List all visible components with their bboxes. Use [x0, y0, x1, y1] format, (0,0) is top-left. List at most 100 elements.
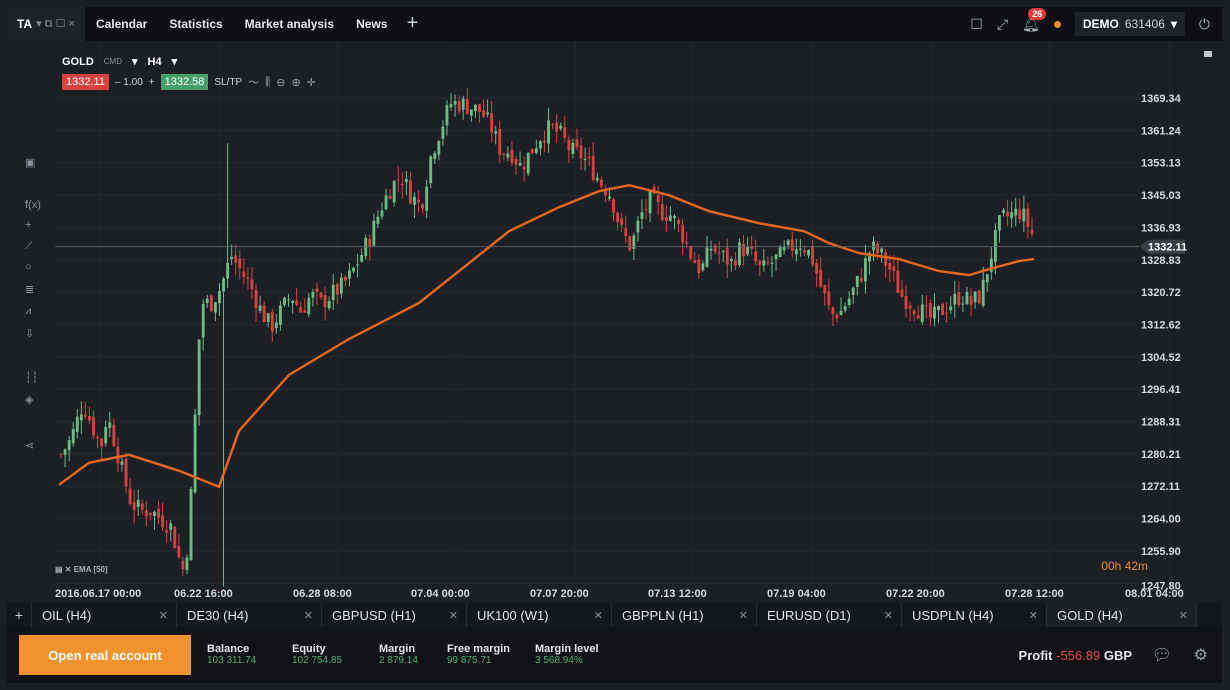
- close-icon[interactable]: ✕: [883, 609, 893, 622]
- balance-label: Balance: [207, 643, 250, 655]
- ta-menu[interactable]: TA ▾ ⧉ ☐ ×: [7, 7, 85, 41]
- candle-body: [839, 310, 843, 315]
- close-icon[interactable]: ✕: [593, 609, 603, 622]
- instrument-tab[interactable]: USDPLN (H4) ✕: [902, 603, 1047, 627]
- panel-toggle-icon[interactable]: [1204, 51, 1212, 57]
- candle-body: [242, 271, 246, 277]
- candle-body: [827, 291, 831, 306]
- candle-body: [717, 252, 721, 254]
- close-icon[interactable]: ✕: [448, 609, 458, 622]
- close-icon[interactable]: ✕: [158, 609, 168, 622]
- line-tool-icon[interactable]: ⟋: [25, 240, 33, 252]
- instrument-tab[interactable]: UK100 (W1) ✕: [467, 603, 612, 627]
- close-icon[interactable]: ✕: [1028, 609, 1038, 622]
- instrument-tab[interactable]: DE30 (H4) ✕: [177, 603, 322, 627]
- open-real-account-button[interactable]: Open real account: [19, 635, 191, 675]
- candle-body: [83, 414, 87, 417]
- sell-button[interactable]: 1332.11: [62, 74, 109, 90]
- circle-tool-icon[interactable]: ○: [25, 261, 32, 273]
- candle-body: [628, 236, 632, 251]
- price-chart[interactable]: 1369.34 1361.24 1353.13 1345.03 1336.93 1328.…: [7, 41, 1222, 603]
- power-icon[interactable]: ⏻: [1198, 15, 1210, 32]
- close-icon[interactable]: ✕: [1178, 609, 1188, 622]
- layers-icon[interactable]: ◈: [25, 394, 34, 406]
- fibonacci-icon[interactable]: ≣: [25, 284, 35, 296]
- y-axis-label: 1255.90: [1141, 546, 1181, 558]
- account-selector[interactable]: DEMO 631406 ▾: [1074, 12, 1185, 36]
- sltp-button[interactable]: SL/TP: [214, 76, 243, 88]
- monitor-icon[interactable]: ▣: [25, 157, 36, 169]
- candle-body: [388, 195, 392, 200]
- add-tab-button[interactable]: +: [406, 12, 419, 34]
- instrument-tab[interactable]: EURUSD (D1) ✕: [757, 603, 902, 627]
- candle-body: [579, 145, 583, 159]
- candle-body: [555, 122, 559, 132]
- instrument-tab[interactable]: GBPUSD (H1) ✕: [322, 603, 467, 627]
- tab-market-analysis[interactable]: Market analysis: [244, 17, 335, 31]
- candle-body: [908, 305, 912, 309]
- chart-area[interactable]: 1369.34 1361.24 1353.13 1345.03 1336.93 1328.…: [7, 41, 1222, 603]
- candle-body: [725, 247, 729, 265]
- fullscreen-icon[interactable]: ⤢: [996, 15, 1009, 32]
- candle-body: [234, 255, 238, 263]
- candle-body: [148, 512, 152, 516]
- candles: [59, 88, 1034, 587]
- share-icon[interactable]: ⋖: [25, 440, 35, 452]
- volume-minus-button[interactable]: – 1.00: [114, 76, 143, 88]
- zoom-out-icon[interactable]: ⊖: [276, 76, 286, 89]
- ema-indicator-label[interactable]: ▤ ✕ EMA [50]: [55, 565, 108, 574]
- crosshair-icon[interactable]: +: [25, 219, 32, 231]
- candle-body: [59, 454, 63, 456]
- instrument-tab[interactable]: GBPPLN (H1) ✕: [612, 603, 757, 627]
- close-icon[interactable]: ✕: [738, 609, 748, 622]
- account-bar: Open real account Balance 103 311.74 Equi…: [7, 627, 1222, 683]
- candle-body: [701, 263, 705, 271]
- tab-news[interactable]: News: [356, 17, 388, 31]
- window-icon[interactable]: ☐: [970, 15, 983, 32]
- add-instrument-button[interactable]: +: [7, 603, 32, 627]
- chat-icon[interactable]: 💬︎: [1151, 647, 1172, 664]
- ta-window-icons[interactable]: ▾ ⧉ ☐ ×: [36, 18, 75, 30]
- candle-body: [969, 295, 973, 305]
- candle-type-icon[interactable]: ⫼: [265, 75, 271, 88]
- candle-body: [851, 287, 855, 296]
- candle-body: [912, 310, 916, 315]
- tab-calendar[interactable]: Calendar: [95, 17, 148, 31]
- line-chart-icon[interactable]: 〜: [248, 77, 260, 89]
- gear-icon[interactable]: ⚙: [1193, 647, 1208, 664]
- timeframe-selector[interactable]: H4: [147, 55, 162, 68]
- y-axis-label: 1288.31: [1141, 417, 1181, 429]
- candle-body: [746, 246, 750, 255]
- candle-body: [640, 212, 644, 219]
- candle-body: [376, 216, 380, 224]
- volume-plus-button[interactable]: +: [148, 76, 155, 88]
- instrument-tab-active[interactable]: GOLD (H4) ✕: [1047, 603, 1197, 627]
- candle-body: [205, 298, 209, 303]
- tab-statistics[interactable]: Statistics: [169, 17, 223, 31]
- pitchfork-icon[interactable]: ⩘: [25, 305, 32, 317]
- instrument-tab[interactable]: OIL (H4) ✕: [32, 603, 177, 627]
- bell-icon[interactable]: 🔔︎ 26: [1022, 7, 1047, 33]
- zoom-in-icon[interactable]: ⊕: [291, 76, 301, 89]
- candle-body: [303, 310, 307, 313]
- candle-body: [766, 262, 770, 264]
- candle-body: [815, 262, 819, 274]
- candle-body: [803, 250, 806, 253]
- instrument-tabs: + OIL (H4) ✕ DE30 (H4) ✕ GBPUSD (H1) ✕ UK10…: [7, 603, 1222, 627]
- candles-icon[interactable]: ┆┆: [25, 372, 39, 384]
- symbol-selector[interactable]: GOLD CMD ▾ H4 ▾: [62, 55, 178, 69]
- candle-body: [575, 139, 579, 148]
- candle-body: [794, 249, 798, 255]
- tab-label: GBPUSD (H1): [332, 607, 416, 623]
- arrow-down-icon[interactable]: ⇩: [25, 328, 35, 340]
- function-icon[interactable]: f(x): [25, 199, 41, 211]
- close-icon[interactable]: ✕: [303, 609, 313, 622]
- candle-body: [417, 199, 420, 203]
- crosshair-icon[interactable]: ✛: [306, 76, 316, 89]
- candle-body: [1014, 208, 1018, 216]
- symbol-name: GOLD: [62, 55, 94, 68]
- buy-button[interactable]: 1332.58: [160, 74, 209, 90]
- chevron-down-icon: ▾: [171, 56, 178, 68]
- candle-body: [534, 148, 538, 153]
- candle-body: [981, 279, 985, 306]
